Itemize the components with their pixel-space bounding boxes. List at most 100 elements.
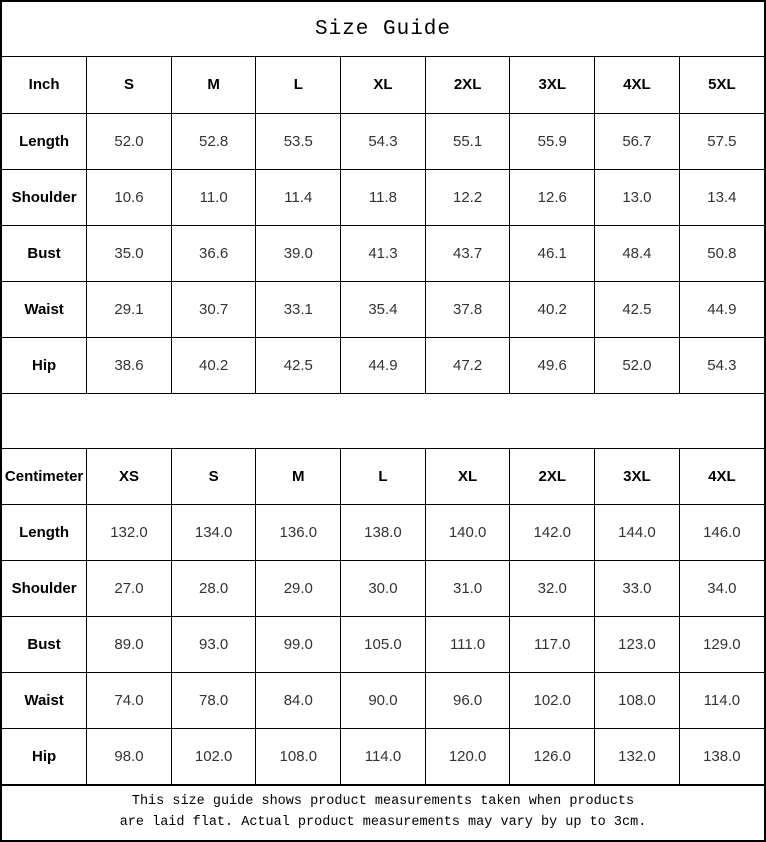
size-table-centimeter: Centimeter XS S M L XL 2XL 3XL 4XL Length 132.0 134… (2, 447, 764, 785)
size-header-cell: L (340, 448, 426, 505)
measurement-value-cell: 29.0 (255, 559, 342, 617)
measurement-value-cell: 54.3 (340, 112, 426, 170)
size-header-cell: S (170, 448, 257, 505)
measurement-value-cell: 138.0 (340, 503, 426, 561)
measurement-value-cell: 78.0 (170, 671, 257, 729)
measurement-value-cell: 55.1 (424, 112, 511, 170)
measurement-label-cell: Length (2, 503, 88, 561)
measurement-value-cell: 30.7 (170, 280, 257, 338)
measurement-value-cell: 132.0 (86, 503, 172, 561)
measurement-value-cell: 30.0 (340, 559, 426, 617)
measurement-row: Hip 38.6 40.2 42.5 44.9 47.2 49.6 52.0 54.3 (2, 336, 764, 394)
measurement-value-cell: 40.2 (170, 336, 257, 394)
measurement-value-cell: 12.6 (509, 168, 596, 226)
measurement-label-cell: Hip (2, 336, 88, 394)
measurement-value-cell: 39.0 (255, 224, 342, 282)
measurement-value-cell: 49.6 (509, 336, 596, 394)
measurement-label-cell: Bust (2, 615, 88, 673)
table-gap-spacer (2, 393, 764, 448)
measurement-value-cell: 98.0 (86, 727, 172, 785)
measurement-value-cell: 123.0 (594, 615, 680, 673)
measurement-value-cell: 57.5 (678, 112, 764, 170)
size-header-cell: 4XL (678, 448, 764, 505)
measurement-value-cell: 36.6 (170, 224, 257, 282)
measurement-value-cell: 144.0 (594, 503, 680, 561)
measurement-value-cell: 142.0 (509, 503, 596, 561)
size-header-cell: 3XL (509, 57, 596, 114)
measurement-value-cell: 31.0 (424, 559, 511, 617)
measurement-value-cell: 40.2 (509, 280, 596, 338)
size-table-centimeter-body: Centimeter XS S M L XL 2XL 3XL 4XL Length 132.0 134… (2, 448, 764, 785)
measurement-value-cell: 28.0 (170, 559, 257, 617)
size-table-inch: Inch S M L XL 2XL 3XL 4XL 5XL Length 52.0 52.8 53.5 5… (2, 57, 764, 394)
measurement-value-cell: 138.0 (678, 727, 764, 785)
measurement-value-cell: 126.0 (509, 727, 596, 785)
measurement-value-cell: 114.0 (340, 727, 426, 785)
measurement-value-cell: 33.0 (594, 559, 680, 617)
size-table-inch-body: Inch S M L XL 2XL 3XL 4XL 5XL Length 52.0 52.8 53.5 5… (2, 57, 764, 394)
measurement-value-cell: 132.0 (594, 727, 680, 785)
measurement-value-cell: 42.5 (255, 336, 342, 394)
measurement-value-cell: 117.0 (509, 615, 596, 673)
size-header-row: Inch S M L XL 2XL 3XL 4XL 5XL (2, 57, 764, 114)
measurement-value-cell: 13.4 (678, 168, 764, 226)
measurement-value-cell: 146.0 (678, 503, 764, 561)
measurement-value-cell: 13.0 (594, 168, 680, 226)
measurement-value-cell: 108.0 (594, 671, 680, 729)
size-header-cell: 2XL (509, 448, 596, 505)
measurement-value-cell: 120.0 (424, 727, 511, 785)
measurement-value-cell: 10.6 (86, 168, 172, 226)
measurement-value-cell: 84.0 (255, 671, 342, 729)
measurement-label-cell: Waist (2, 280, 88, 338)
measurement-value-cell: 43.7 (424, 224, 511, 282)
size-header-cell: 5XL (678, 57, 764, 114)
measurement-label-cell: Bust (2, 224, 88, 282)
measurement-value-cell: 29.1 (86, 280, 172, 338)
measurement-value-cell: 11.4 (255, 168, 342, 226)
measurement-row: Length 132.0 134.0 136.0 138.0 140.0 142.0 144.… (2, 503, 764, 561)
measurement-value-cell: 99.0 (255, 615, 342, 673)
measurement-value-cell: 41.3 (340, 224, 426, 282)
measurement-row: Bust 35.0 36.6 39.0 41.3 43.7 46.1 48.4 50.8 (2, 224, 764, 282)
size-header-cell: L (255, 57, 342, 114)
measurement-value-cell: 102.0 (509, 671, 596, 729)
unit-label-cell: Inch (2, 57, 88, 114)
measurement-label-cell: Shoulder (2, 559, 88, 617)
measurement-label-cell: Waist (2, 671, 88, 729)
measurement-value-cell: 34.0 (678, 559, 764, 617)
measurement-value-cell: 47.2 (424, 336, 511, 394)
measurement-value-cell: 37.8 (424, 280, 511, 338)
measurement-row: Bust 89.0 93.0 99.0 105.0 111.0 117.0 123.0 129.… (2, 615, 764, 673)
measurement-value-cell: 105.0 (340, 615, 426, 673)
measurement-value-cell: 108.0 (255, 727, 342, 785)
measurement-value-cell: 42.5 (594, 280, 680, 338)
measurement-value-cell: 11.8 (340, 168, 426, 226)
measurement-value-cell: 102.0 (170, 727, 257, 785)
unit-label-cell: Centimeter (2, 448, 88, 505)
measurement-label-cell: Shoulder (2, 168, 88, 226)
measurement-row: Hip 98.0 102.0 108.0 114.0 120.0 126.0 132.0 138… (2, 727, 764, 785)
size-header-row: Centimeter XS S M L XL 2XL 3XL 4XL (2, 448, 764, 505)
size-header-cell: 4XL (594, 57, 680, 114)
measurement-row: Waist 29.1 30.7 33.1 35.4 37.8 40.2 42.5 44.9 (2, 280, 764, 338)
size-header-cell: XL (340, 57, 426, 114)
measurement-value-cell: 52.0 (86, 112, 172, 170)
measurement-value-cell: 38.6 (86, 336, 172, 394)
measurement-row: Shoulder 10.6 11.0 11.4 11.8 12.2 12.6 13.0 13.4 (2, 168, 764, 226)
measurement-value-cell: 11.0 (170, 168, 257, 226)
measurement-value-cell: 93.0 (170, 615, 257, 673)
measurement-value-cell: 35.4 (340, 280, 426, 338)
measurement-value-cell: 136.0 (255, 503, 342, 561)
measurement-value-cell: 114.0 (678, 671, 764, 729)
measurement-value-cell: 89.0 (86, 615, 172, 673)
measurement-value-cell: 35.0 (86, 224, 172, 282)
measurement-value-cell: 54.3 (678, 336, 764, 394)
page-title: Size Guide (2, 2, 764, 57)
measurement-value-cell: 111.0 (424, 615, 511, 673)
measurement-value-cell: 55.9 (509, 112, 596, 170)
footer-note: This size guide shows product measuremen… (2, 784, 764, 841)
measurement-value-cell: 44.9 (340, 336, 426, 394)
measurement-value-cell: 32.0 (509, 559, 596, 617)
measurement-row: Length 52.0 52.8 53.5 54.3 55.1 55.9 56.7 57.5 (2, 112, 764, 170)
